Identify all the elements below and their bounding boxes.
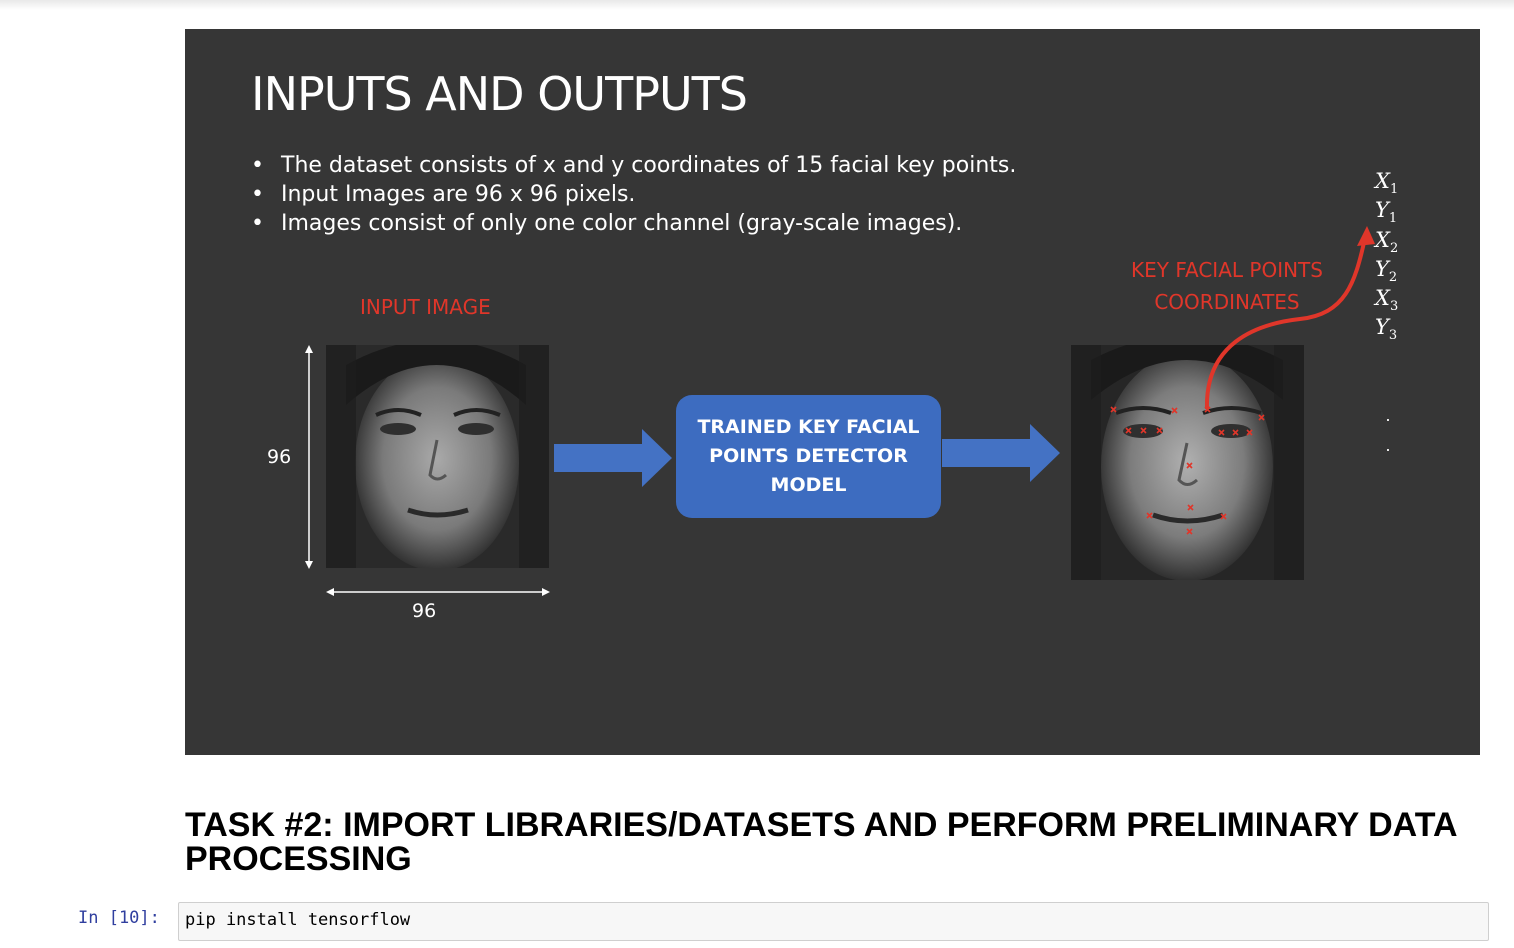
bullet-item: Input Images are 96 x 96 pixels.: [251, 180, 1016, 209]
height-dimension-label: 96: [267, 446, 292, 468]
output-arrow-icon: [942, 424, 1060, 482]
input-face-image: [326, 345, 549, 568]
coord-x2: X2: [1375, 227, 1399, 256]
model-line2: POINTS DETECTOR: [709, 445, 908, 467]
keypoint-markers: [1110, 406, 1265, 535]
width-dimension-label: 96: [412, 600, 437, 622]
output-label-line1: KEY FACIAL POINTS: [1131, 258, 1323, 282]
height-dimension-arrow: [305, 345, 313, 569]
notebook-top-shadow: [0, 0, 1514, 10]
code-cell-input[interactable]: pip install tensorflow: [178, 902, 1489, 941]
coord-x3: X3: [1375, 286, 1399, 315]
ellipsis-dots: · ·: [1385, 409, 1391, 459]
output-face-image: [1071, 345, 1304, 580]
task-heading: TASK #2: IMPORT LIBRARIES/DATASETS AND P…: [185, 806, 1457, 878]
width-dimension-arrow: [326, 588, 550, 596]
coord-y3: Y3: [1375, 315, 1398, 344]
model-box: TRAINED KEY FACIAL POINTS DETECTOR MODEL: [676, 395, 941, 518]
model-line1: TRAINED KEY FACIAL: [697, 416, 920, 438]
input-arrow-icon: [554, 429, 672, 487]
coord-y1: Y1: [1375, 198, 1398, 227]
input-image-label: INPUT IMAGE: [360, 295, 491, 319]
slide-image: INPUTS AND OUTPUTS The dataset consists …: [185, 29, 1480, 755]
bullet-item: The dataset consists of x and y coordina…: [251, 151, 1016, 180]
cell-prompt: In [10]:: [78, 908, 160, 928]
output-label: KEY FACIAL POINTS COORDINATES: [1105, 254, 1349, 318]
coordinate-list: X1 Y1 X2 Y2 X3 Y3: [1375, 167, 1399, 344]
output-label-line2: COORDINATES: [1154, 290, 1300, 314]
coord-y2: Y2: [1375, 256, 1398, 286]
coord-x1: X1: [1375, 169, 1399, 198]
code-cell-source: pip install tensorflow: [185, 910, 411, 930]
slide-bullets: The dataset consists of x and y coordina…: [251, 151, 1016, 238]
curved-arrow-icon: [1204, 226, 1375, 410]
model-line3: MODEL: [770, 474, 847, 496]
slide-title: INPUTS AND OUTPUTS: [251, 67, 748, 121]
bullet-item: Images consist of only one color channel…: [251, 209, 1016, 238]
